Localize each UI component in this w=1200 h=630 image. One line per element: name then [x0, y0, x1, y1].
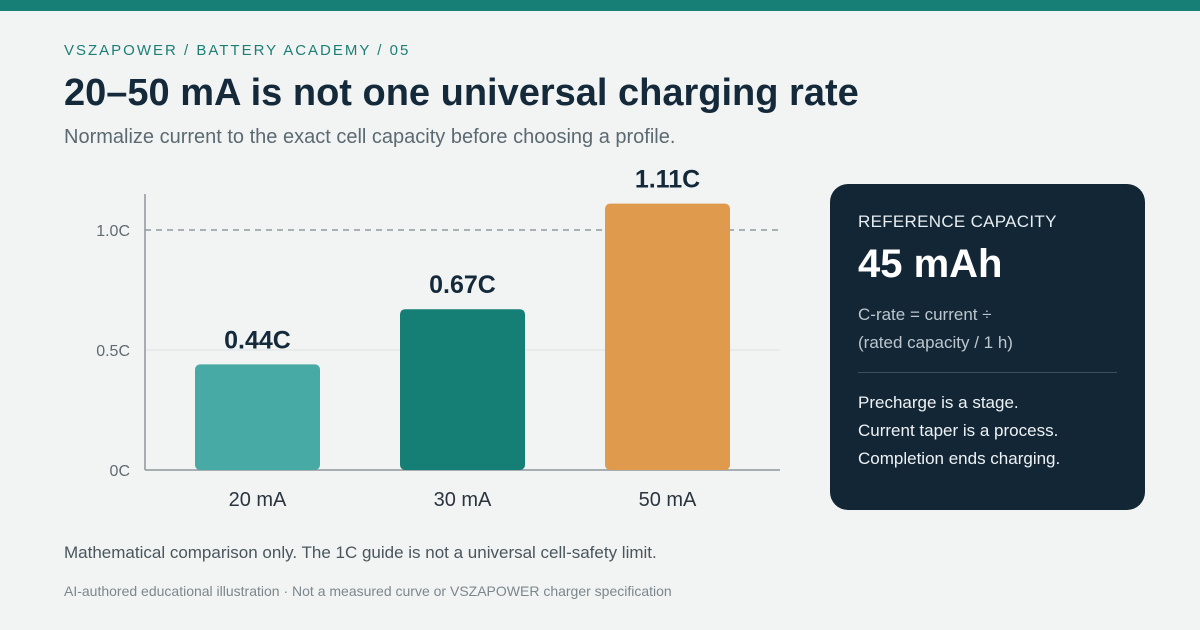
x-category-label: 20 mA: [229, 489, 287, 511]
x-category-label: 50 mA: [639, 489, 697, 511]
bar-value-label: 0.44C: [224, 326, 291, 354]
card-notes: Precharge is a stage. Current taper is a…: [858, 389, 1117, 473]
page-title: 20–50 mA is not one universal charging r…: [64, 72, 859, 114]
bar-30-ma: [400, 309, 525, 470]
top-accent-bar: [0, 0, 1200, 11]
card-divider: [858, 372, 1117, 373]
bar-20-ma: [195, 364, 320, 470]
page-subtitle: Normalize current to the exact cell capa…: [64, 126, 676, 148]
formula-line-2: (rated capacity / 1 h): [858, 333, 1013, 352]
card-note: Completion ends charging.: [858, 449, 1061, 468]
chart-footnote: Mathematical comparison only. The 1C gui…: [64, 543, 657, 562]
formula-line-1: C-rate = current ÷: [858, 305, 992, 324]
bar-50-ma: [605, 203, 730, 470]
disclaimer-text: AI-authored educational illustration · N…: [64, 583, 672, 599]
y-tick-label: 0C: [110, 463, 130, 480]
reference-capacity-card: REFERENCE CAPACITY 45 mAh C-rate = curre…: [830, 184, 1145, 510]
bar-value-label: 0.67C: [429, 271, 496, 299]
y-tick-label: 1.0C: [96, 223, 130, 240]
card-note: Precharge is a stage.: [858, 393, 1019, 412]
c-rate-bar-chart: 0C 0.5C 1.0C 0.44C 20 mA 0.67C 30 mA 1.11C 50 mA: [96, 166, 780, 511]
c-rate-formula: C-rate = current ÷ (rated capacity / 1 h…: [858, 301, 1117, 357]
x-category-label: 30 mA: [434, 489, 492, 511]
card-label: REFERENCE CAPACITY: [858, 212, 1057, 231]
eyebrow-label: VSZAPOWER / BATTERY ACADEMY / 05: [64, 42, 411, 59]
bar-value-label: 1.11C: [635, 166, 700, 194]
card-capacity-value: 45 mAh: [858, 242, 1003, 286]
y-tick-label: 0.5C: [96, 343, 130, 360]
card-note: Current taper is a process.: [858, 421, 1059, 440]
